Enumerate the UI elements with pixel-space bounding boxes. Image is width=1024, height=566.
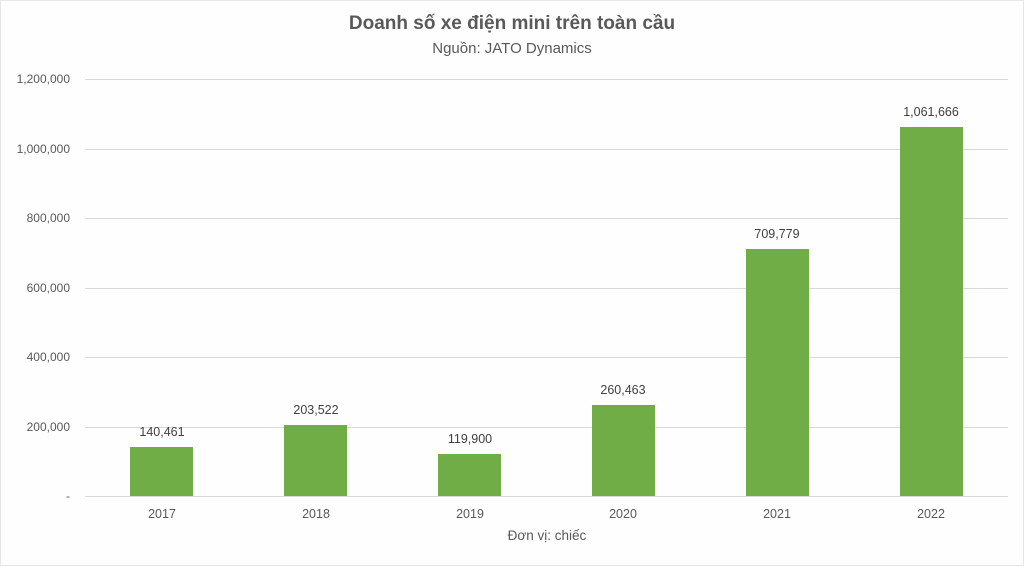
gridline [85,288,1008,289]
chart-subtitle: Nguồn: JATO Dynamics [432,40,592,57]
data-label: 1,061,666 [903,105,959,119]
chart-title: Doanh số xe điện mini trên toàn cầu [348,13,676,34]
y-tick-label: 600,000 [26,281,70,295]
bar-2020 [592,405,655,496]
bar-2021 [746,249,809,496]
gridline [85,218,1008,219]
y-tick-label: - [66,489,70,503]
gridline [85,427,1008,428]
data-label: 709,779 [754,227,800,241]
x-tick-label: 2022 [917,507,945,521]
y-tick-label: 1,200,000 [16,72,70,86]
y-tick-label: 200,000 [26,420,70,434]
gridline [85,79,1008,80]
bar-2022 [900,127,963,496]
data-label: 203,522 [293,403,339,417]
bar-2018 [284,425,347,496]
data-label: 119,900 [447,432,493,446]
x-tick-label: 2018 [302,507,330,521]
data-label: 140,461 [139,425,185,439]
gridline [85,149,1008,150]
bar-2017 [130,447,193,496]
gridline [85,357,1008,358]
x-tick-label: 2019 [456,507,484,521]
y-tick-label: 1,000,000 [16,142,70,156]
x-tick-label: 2021 [763,507,791,521]
x-tick-label: 2020 [609,507,637,521]
x-tick-label: 2017 [148,507,176,521]
gridline [85,496,1008,497]
data-label: 260,463 [600,383,646,397]
x-axis-label: Đơn vị: chiếc [507,528,587,543]
y-tick-label: 400,000 [26,350,70,364]
bar-2019 [438,454,501,496]
y-tick-label: 800,000 [26,211,70,225]
